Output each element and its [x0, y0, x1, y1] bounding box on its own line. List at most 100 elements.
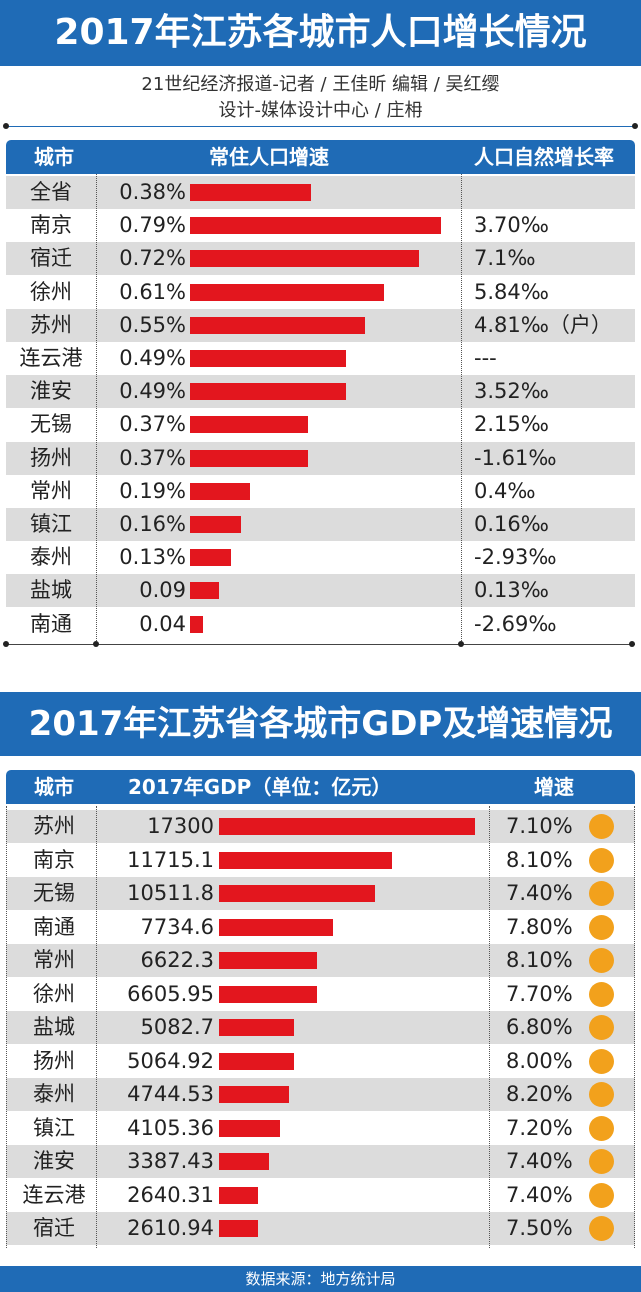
table-row: 镇江 4105.36 7.20%	[6, 1112, 635, 1145]
resident-growth-value: 0.49%	[119, 379, 186, 404]
growth-dot-icon	[589, 1048, 614, 1074]
gdp-value: 6622.3	[140, 948, 214, 972]
gdp-value: 5082.7	[140, 1015, 214, 1039]
gdp-value: 6605.95	[127, 981, 214, 1006]
city-label: 常州	[33, 948, 75, 972]
city-label: 南通	[30, 611, 72, 636]
natural-growth-value: 0.16‰	[474, 512, 549, 536]
gdp-value: 11715.1	[127, 847, 214, 872]
data-source-footer: 数据来源：地方统计局	[0, 1266, 641, 1292]
gdp-growth-value: 7.50%	[506, 1216, 573, 1240]
credits-line-2: 设计-媒体设计中心 / 庄枏	[218, 100, 423, 121]
table-row: 无锡 10511.8 7.40%	[6, 877, 635, 910]
table-row: 扬州 0.37% -1.61‰	[6, 441, 635, 475]
gdp-bar	[219, 1019, 295, 1036]
table-corner-dot	[629, 640, 635, 647]
gdp-value: 3387.43	[127, 1149, 214, 1173]
city-label: 盐城	[30, 578, 72, 603]
table-row: 泰州 4744.53 8.20%	[6, 1078, 635, 1111]
growth-dot-icon	[589, 914, 614, 940]
resident-growth-bar	[190, 316, 365, 334]
resident-growth-bar	[190, 383, 346, 401]
credits-line-1: 21世纪经济报道-记者 / 王佳昕 编辑 / 吴红缨	[141, 74, 500, 95]
gdp-bar	[219, 952, 317, 969]
natural-growth-value: 0.13‰	[474, 578, 549, 603]
table-row: 苏州 0.55% 4.81‰（户）	[6, 308, 635, 342]
table-row: 南京 11715.1 8.10%	[6, 844, 635, 877]
table-row: 宿迁 0.72% 7.1‰	[6, 242, 635, 276]
resident-growth-value: 0.79%	[119, 213, 186, 238]
gdp-value: 5064.92	[127, 1048, 214, 1073]
gdp-chart-title: 2017年江苏省各城市GDP及增速情况	[0, 692, 641, 756]
city-label: 南通	[33, 914, 75, 939]
gdp-bar	[219, 885, 375, 902]
column-divider	[6, 806, 7, 1248]
city-label: 盐城	[33, 1015, 75, 1039]
natural-growth-value: -2.93‰	[474, 545, 557, 570]
table-row: 宿迁 2610.94 7.50%	[6, 1212, 635, 1245]
header-gdp-growth: 增速	[534, 775, 574, 799]
gdp-bar	[219, 851, 393, 869]
table-row: 淮安 3387.43 7.40%	[6, 1145, 635, 1178]
gdp-growth-value: 7.70%	[506, 981, 573, 1006]
column-divider	[634, 806, 635, 1248]
growth-dot-icon	[589, 814, 614, 839]
growth-dot-icon	[589, 1216, 614, 1241]
city-label: 徐州	[33, 981, 75, 1006]
city-label: 镇江	[30, 512, 72, 536]
resident-growth-bar	[190, 582, 219, 600]
city-label: 南京	[33, 847, 75, 872]
resident-growth-bar	[190, 549, 232, 567]
growth-dot-icon	[589, 1082, 614, 1107]
resident-growth-value: 0.19%	[119, 478, 186, 503]
city-label: 泰州	[30, 545, 72, 570]
resident-growth-value: 0.72%	[119, 246, 186, 271]
city-label: 无锡	[33, 881, 75, 905]
table-row: 常州 0.19% 0.4‰	[6, 475, 635, 508]
gdp-growth-value: 8.10%	[506, 847, 573, 872]
table-row: 连云港 0.49% ---	[6, 342, 635, 375]
growth-dot-icon	[589, 1182, 614, 1208]
gdp-value: 17300	[147, 814, 214, 838]
gdp-bar	[219, 1052, 294, 1070]
growth-dot-icon	[589, 1115, 614, 1141]
table-row: 常州 6622.3 8.10%	[6, 944, 635, 977]
resident-growth-bar	[190, 217, 441, 235]
city-label: 宿迁	[33, 1216, 75, 1240]
natural-growth-value: 3.70‰	[474, 213, 549, 238]
table-row: 扬州 5064.92 8.00%	[6, 1045, 635, 1078]
table-bottom-line	[6, 643, 635, 645]
city-label: 泰州	[33, 1082, 75, 1106]
city-label: 镇江	[33, 1115, 75, 1140]
table-row: 南通 0.04 -2.69‰	[6, 608, 635, 641]
natural-growth-value: 7.1‰	[474, 246, 536, 271]
resident-growth-bar	[190, 350, 346, 367]
gdp-bar	[219, 1186, 259, 1204]
gdp-bar	[219, 1086, 290, 1103]
gdp-bar	[219, 1119, 280, 1137]
header-city: 城市	[34, 775, 74, 799]
natural-growth-value: 3.52‰	[474, 379, 549, 404]
resident-growth-value: 0.13%	[119, 545, 186, 570]
resident-growth-value: 0.38%	[119, 180, 186, 204]
header-city: 城市	[34, 145, 74, 169]
population-chart-title: 2017年江苏各城市人口增长情况	[0, 0, 641, 66]
credits-divider	[6, 126, 635, 127]
natural-growth-value: 5.84‰	[474, 279, 549, 304]
growth-dot-icon	[589, 847, 614, 873]
city-label: 苏州	[30, 312, 72, 337]
table-corner-dot	[93, 640, 99, 647]
gdp-growth-value: 7.10%	[506, 814, 573, 838]
gdp-table-header: 城市 2017年GDP（单位：亿元） 增速	[6, 770, 635, 804]
city-label: 宿迁	[30, 246, 72, 271]
gdp-value: 7734.6	[140, 914, 214, 939]
gdp-growth-value: 7.40%	[506, 881, 573, 905]
natural-growth-value	[474, 176, 634, 209]
natural-growth-value: 0.4‰	[474, 478, 536, 503]
gdp-bar	[219, 918, 334, 936]
gdp-growth-value: 8.20%	[506, 1082, 573, 1106]
resident-growth-bar	[190, 250, 419, 268]
city-label: 南京	[30, 213, 72, 238]
table-row: 全省 0.38%	[6, 176, 635, 209]
resident-growth-value: 0.09	[139, 578, 186, 603]
